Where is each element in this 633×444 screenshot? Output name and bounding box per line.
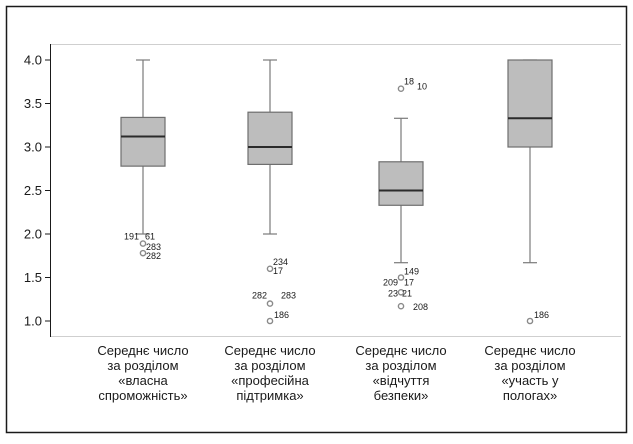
iqr-box (378, 161, 424, 206)
iqr-box (507, 59, 553, 148)
outlier-label: 186 (534, 310, 549, 320)
y-tick-label: 3.5 (24, 96, 42, 111)
outlier-point (139, 240, 147, 247)
outlier-label: 21 (402, 288, 412, 298)
y-tick-label: 2.0 (24, 227, 42, 242)
outlier-point (266, 265, 274, 273)
y-axis: 4.0 3.5 3.0 2.5 2.0 1.5 1.0 (24, 53, 50, 329)
outlier-point (139, 249, 147, 257)
outlier-label: 283 (146, 242, 161, 252)
outlier-label: 208 (413, 302, 428, 312)
outlier-point (397, 274, 405, 281)
category-label-line: «відчуття (373, 373, 430, 388)
outlier-label: 18 (404, 77, 414, 87)
category-label-line: Середнє число (97, 343, 188, 358)
outlier-label: 17 (273, 266, 283, 276)
outlier-point (266, 317, 274, 325)
category-label-line: «професійна (231, 373, 309, 388)
outlier-label: 282 (146, 251, 161, 261)
outlier-label: 234 (273, 257, 288, 267)
outlier-label: 191 (124, 232, 139, 242)
category-label-line: за розділом (107, 358, 178, 373)
y-tick-label: 1.5 (24, 270, 42, 285)
box-group-4: 186 (507, 59, 553, 325)
category-label-line: безпеки» (374, 388, 429, 403)
outlier-label: 149 (404, 267, 419, 277)
category-label-line: «участь у (501, 373, 559, 388)
outlier-label: 61 (145, 232, 155, 242)
category-label-line: Середнє число (355, 343, 446, 358)
outlier-label: 23 (388, 288, 398, 298)
category-label-line: «власна (118, 373, 168, 388)
outlier-label: 10 (417, 82, 427, 92)
outlier-label: 17 (404, 278, 414, 288)
outlier-point (397, 302, 405, 310)
outlier-point (397, 288, 405, 296)
y-tick-label: 2.5 (24, 183, 42, 198)
outlier-label: 282 (252, 291, 267, 301)
outlier-label: 283 (281, 291, 296, 301)
y-tick-label: 1.0 (24, 314, 42, 329)
category-label-line: спроможність» (98, 388, 187, 403)
category-label-line: Середнє число (484, 343, 575, 358)
outlier-point (397, 85, 405, 93)
outlier-label: 209 (383, 278, 398, 288)
y-tick-label: 4.0 (24, 53, 42, 68)
category-label-line: за розділом (494, 358, 565, 373)
category-label-line: Середнє число (224, 343, 315, 358)
outlier-label: 186 (274, 310, 289, 320)
outlier-point (526, 317, 534, 325)
iqr-box (247, 111, 293, 165)
outlier-point (266, 300, 274, 307)
category-label-line: за розділом (234, 358, 305, 373)
iqr-box (120, 116, 166, 167)
category-label-line: пологах» (503, 388, 557, 403)
category-label-line: підтримка» (236, 388, 303, 403)
category-label-line: за розділом (365, 358, 436, 373)
y-tick-label: 3.0 (24, 140, 42, 155)
